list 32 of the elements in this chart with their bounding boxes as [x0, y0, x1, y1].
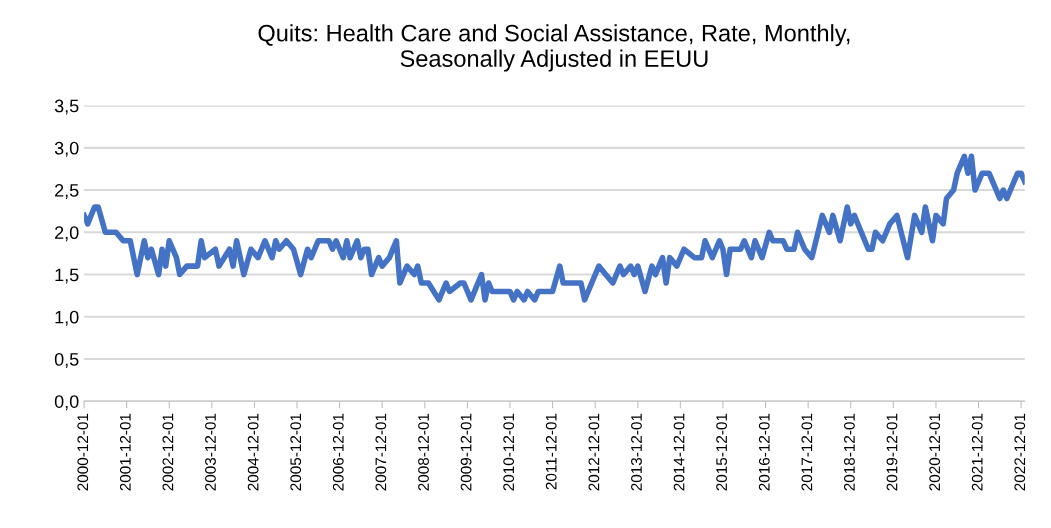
x-tick-label: 2008-12-01 [418, 413, 429, 491]
y-tick-label: 3,0 [54, 141, 79, 157]
x-tick-label: 2010-12-01 [503, 413, 515, 491]
y-tick-label: 2,5 [55, 184, 79, 199]
x-tick-label: 2022-12-01 [1014, 413, 1026, 491]
chart-title: Quits: Health Care and Social Assistance, Rate, Monthly, Seasonally Adjusted in EEUU [258, 24, 850, 72]
x-tick-label: 2003-12-01 [205, 413, 216, 491]
x-tick-label: 2014-12-01 [673, 413, 685, 491]
x-tick-label: 2013-12-01 [631, 413, 642, 491]
x-tick-label: 2017-12-01 [801, 413, 813, 491]
x-tick-label: 2021-12-01 [971, 413, 983, 491]
y-tick-label: 1,5 [55, 268, 79, 284]
x-tick-label: 2018-12-01 [844, 413, 855, 491]
x-tick-label: 2006-12-01 [332, 413, 344, 491]
x-tick-label: 2016-12-01 [758, 413, 770, 491]
y-tick-label: 0,5 [54, 352, 79, 368]
x-tick-label: 2015-12-01 [716, 413, 728, 491]
y-tick-label: 0,0 [54, 395, 79, 411]
x-tick-label: 2002-12-01 [162, 413, 174, 491]
x-tick-label: 2011-12-01 [545, 413, 557, 490]
y-tick-label: 3,5 [54, 99, 79, 115]
x-tick-label: 2012-12-01 [588, 413, 600, 491]
x-tick-label: 2020-12-01 [929, 413, 941, 491]
x-tick-label: 2007-12-01 [375, 413, 387, 491]
y-tick-label: 1,0 [55, 310, 79, 326]
x-tick-label: 2005-12-01 [290, 413, 302, 491]
x-tick-label: 2019-12-01 [886, 413, 898, 491]
x-tick-label: 2004-12-01 [247, 413, 259, 491]
x-tick-label: 2009-12-01 [460, 413, 472, 491]
x-tick-label: 2000-12-01 [77, 413, 89, 491]
y-tick-label: 2,0 [55, 226, 79, 242]
x-tick-label: 2001-12-01 [119, 413, 131, 491]
